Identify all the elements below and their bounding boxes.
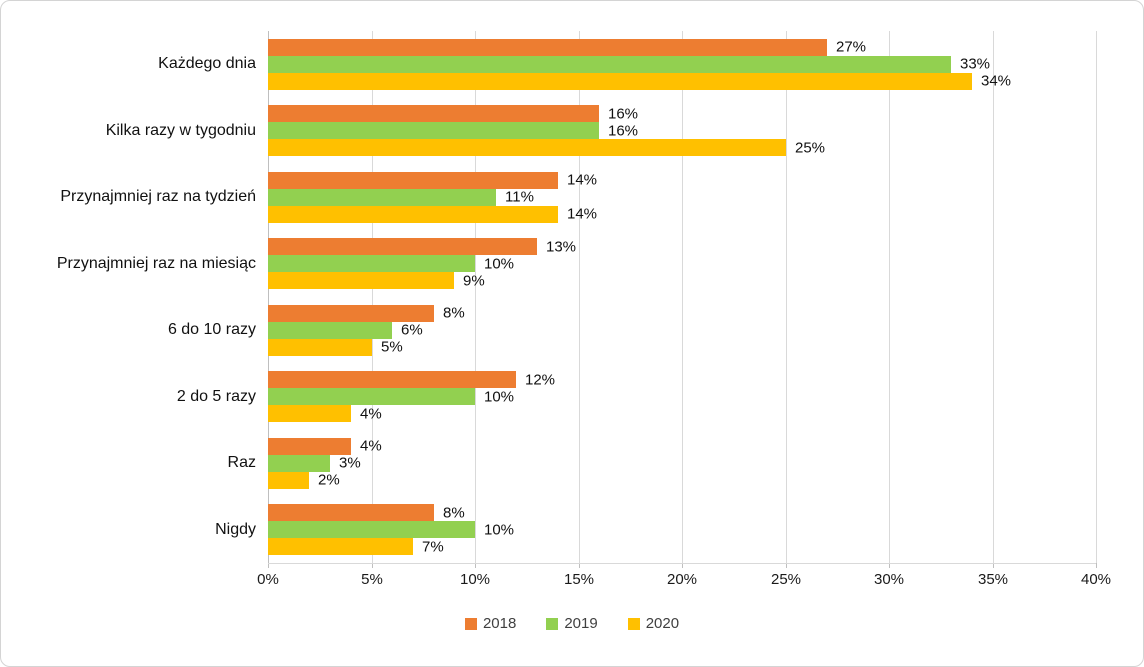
y-axis-line (268, 31, 269, 563)
value-label: 3% (339, 454, 361, 472)
value-label: 4% (360, 437, 382, 455)
gridline (372, 31, 373, 563)
bar-2020 (268, 405, 351, 423)
value-label: 10% (484, 521, 515, 539)
legend-swatch-icon (627, 617, 640, 630)
legend-item-2019: 2019 (546, 615, 598, 632)
gridline (682, 31, 683, 563)
value-label: 2% (318, 471, 340, 489)
x-tick-label: 30% (873, 571, 905, 588)
legend-label: 2019 (564, 615, 598, 632)
legend-label: 2020 (645, 615, 680, 632)
value-label: 27% (836, 38, 867, 56)
category-label: Kilka razy w tygodniu (105, 121, 256, 139)
gridline (889, 31, 890, 563)
value-label: 10% (484, 255, 515, 273)
bar-2018 (268, 38, 827, 56)
x-tick-label: 10% (459, 571, 491, 588)
category-label: Przynajmniej raz na miesiąc (56, 254, 256, 272)
value-label: 7% (422, 538, 444, 556)
value-label: 11% (505, 188, 534, 206)
axis-tick (372, 563, 373, 568)
x-tick-label: 40% (1080, 571, 1112, 588)
bar-2018 (268, 171, 558, 189)
value-label: 14% (567, 205, 598, 223)
bar-2019 (268, 122, 599, 140)
axis-tick (475, 563, 476, 568)
x-axis-line (268, 563, 1096, 564)
bar-2018 (268, 504, 434, 522)
bar-2020 (268, 139, 786, 157)
axis-tick (786, 563, 787, 568)
axis-tick (268, 563, 269, 568)
value-label: 8% (443, 304, 465, 322)
legend-item-2018: 2018 (464, 615, 517, 632)
bar-2020 (268, 272, 454, 290)
bar-2020 (268, 72, 972, 90)
value-label: 34% (981, 72, 1012, 90)
value-label: 16% (608, 122, 639, 140)
bar-2018 (268, 304, 434, 322)
bar-2019 (268, 188, 496, 206)
value-label: 16% (608, 105, 639, 123)
x-tick-label: 35% (977, 571, 1009, 588)
bar-2019 (268, 55, 951, 73)
category-label: 6 do 10 razy (167, 321, 256, 339)
bar-2018 (268, 238, 537, 256)
value-label: 9% (463, 272, 485, 290)
bar-2018 (268, 371, 516, 389)
bar-2018 (268, 105, 599, 123)
legend-swatch-icon (546, 617, 559, 630)
value-label: 13% (546, 238, 577, 256)
value-label: 14% (567, 171, 598, 189)
category-label: 2 do 5 razy (176, 387, 256, 405)
bar-2019 (268, 454, 330, 472)
bar-2019 (268, 321, 392, 339)
category-label: Raz (227, 454, 256, 472)
bar-2019 (268, 388, 475, 406)
value-label: 12% (525, 371, 556, 389)
gridline (786, 31, 787, 563)
value-label: 25% (795, 139, 826, 157)
legend-label: 2018 (482, 615, 517, 632)
axis-tick (889, 563, 890, 568)
bar-2018 (268, 437, 351, 455)
gridline (475, 31, 476, 563)
bar-2019 (268, 255, 475, 273)
plot-area: 27% 33% 34% 16% 16% 25% 14% 11% 14% 13% 10% 9% 8% 6% 5… (268, 31, 1097, 568)
value-label: 8% (443, 504, 465, 522)
axis-tick (1096, 563, 1097, 568)
x-tick-label: 20% (666, 571, 698, 588)
legend: 2018 2019 2020 (1, 615, 1143, 632)
value-label: 4% (360, 405, 382, 423)
value-label: 6% (401, 321, 423, 339)
gridline (993, 31, 994, 563)
x-tick-label: 5% (361, 571, 383, 588)
bar-2020 (268, 205, 558, 223)
x-tick-label: 15% (563, 571, 595, 588)
x-tick-label: 0% (257, 571, 279, 588)
axis-tick (682, 563, 683, 568)
value-label: 5% (381, 338, 403, 356)
legend-item-2020: 2020 (627, 615, 680, 632)
category-label: Przynajmniej raz na tydzień (60, 188, 256, 206)
gridline (579, 31, 580, 563)
bar-2020 (268, 471, 309, 489)
value-label: 10% (484, 388, 515, 406)
category-label: Nigdy (215, 520, 256, 538)
legend-swatch-icon (464, 617, 477, 630)
value-label: 33% (960, 55, 991, 73)
category-label: Każdego dnia (158, 55, 256, 73)
axis-tick (579, 563, 580, 568)
gridline (1096, 31, 1097, 563)
x-tick-label: 25% (770, 571, 802, 588)
bar-2020 (268, 338, 372, 356)
axis-tick (993, 563, 994, 568)
bar-2019 (268, 521, 475, 539)
bar-2020 (268, 538, 413, 556)
